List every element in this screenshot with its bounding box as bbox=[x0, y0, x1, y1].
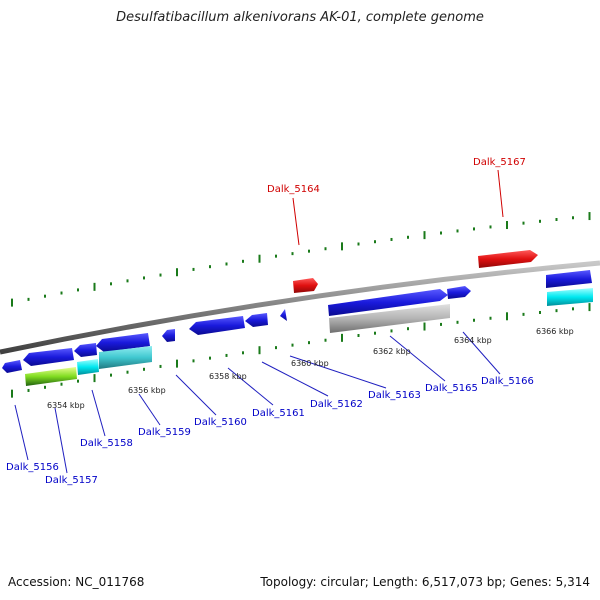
gene-teal-feature[interactable] bbox=[99, 346, 152, 369]
gene-dalk-5162[interactable] bbox=[245, 313, 268, 327]
gene-label-dalk-5164[interactable]: Dalk_5164 bbox=[267, 184, 320, 195]
scale-label: 6362 kbp bbox=[373, 347, 411, 356]
gene-label-dalk-5160[interactable]: Dalk_5160 bbox=[194, 417, 247, 428]
gene-label-dalk-5159[interactable]: Dalk_5159 bbox=[138, 427, 191, 438]
scale-label: 6360 kbp bbox=[291, 359, 329, 368]
gene-labels: Dalk_5156 Dalk_5157 Dalk_5158 Dalk_5159 … bbox=[6, 157, 534, 486]
gene-dalk-5160[interactable] bbox=[162, 329, 175, 342]
minus-strand-genes bbox=[2, 309, 287, 386]
scale-labels: 6354 kbp 6356 kbp 6358 kbp 6360 kbp 6362… bbox=[47, 327, 574, 410]
scale-label: 6354 kbp bbox=[47, 401, 85, 410]
gene-label-dalk-5163[interactable]: Dalk_5163 bbox=[368, 390, 421, 401]
scale-label: 6366 kbp bbox=[536, 327, 574, 336]
gene-dalk-5167[interactable] bbox=[478, 250, 538, 268]
scale-label: 6358 kbp bbox=[209, 372, 247, 381]
gene-dalk-5157[interactable] bbox=[23, 348, 74, 366]
gene-label-dalk-5161[interactable]: Dalk_5161 bbox=[252, 408, 305, 419]
gene-dalk-5164[interactable] bbox=[293, 278, 318, 293]
gene-dalk-5165-head[interactable] bbox=[447, 286, 471, 299]
minus-strand-tick-track bbox=[11, 303, 591, 398]
gene-dalk-5165-arrow[interactable] bbox=[328, 289, 448, 316]
genome-summary-text: Topology: circular; Length: 6,517,073 bp… bbox=[260, 575, 590, 589]
gene-label-dalk-5156[interactable]: Dalk_5156 bbox=[6, 462, 59, 473]
label-leader-lines bbox=[14, 169, 504, 474]
genome-title: Desulfatibacillum alkenivorans AK-01, co… bbox=[116, 10, 484, 25]
plus-strand-genes bbox=[293, 250, 593, 333]
gene-label-dalk-5157[interactable]: Dalk_5157 bbox=[45, 475, 98, 486]
gene-label-dalk-5166[interactable]: Dalk_5166 bbox=[481, 376, 534, 387]
gene-dalk-5156[interactable] bbox=[2, 360, 22, 373]
gene-label-dalk-5162[interactable]: Dalk_5162 bbox=[310, 399, 363, 410]
gene-cyan-feature[interactable] bbox=[547, 288, 593, 306]
gene-label-dalk-5165[interactable]: Dalk_5165 bbox=[425, 383, 478, 394]
gene-label-dalk-5167[interactable]: Dalk_5167 bbox=[473, 157, 526, 168]
plus-strand-tick-track bbox=[11, 212, 591, 307]
genome-backbone bbox=[0, 260, 600, 355]
gene-dalk-5166[interactable] bbox=[546, 270, 592, 288]
gene-dalk-5159[interactable] bbox=[96, 333, 150, 352]
accession-text: Accession: NC_011768 bbox=[8, 575, 145, 589]
scale-label: 6356 kbp bbox=[128, 386, 166, 395]
gene-label-dalk-5158[interactable]: Dalk_5158 bbox=[80, 438, 133, 449]
gene-dalk-5163[interactable] bbox=[280, 309, 287, 321]
gene-dalk-5161[interactable] bbox=[189, 316, 245, 335]
gene-lime-feature[interactable] bbox=[25, 367, 77, 386]
gene-gray-feature[interactable] bbox=[329, 304, 450, 333]
scale-label: 6364 kbp bbox=[454, 336, 492, 345]
gene-dalk-5158[interactable] bbox=[74, 343, 97, 357]
gene-cyan-feature-minus[interactable] bbox=[77, 359, 99, 375]
